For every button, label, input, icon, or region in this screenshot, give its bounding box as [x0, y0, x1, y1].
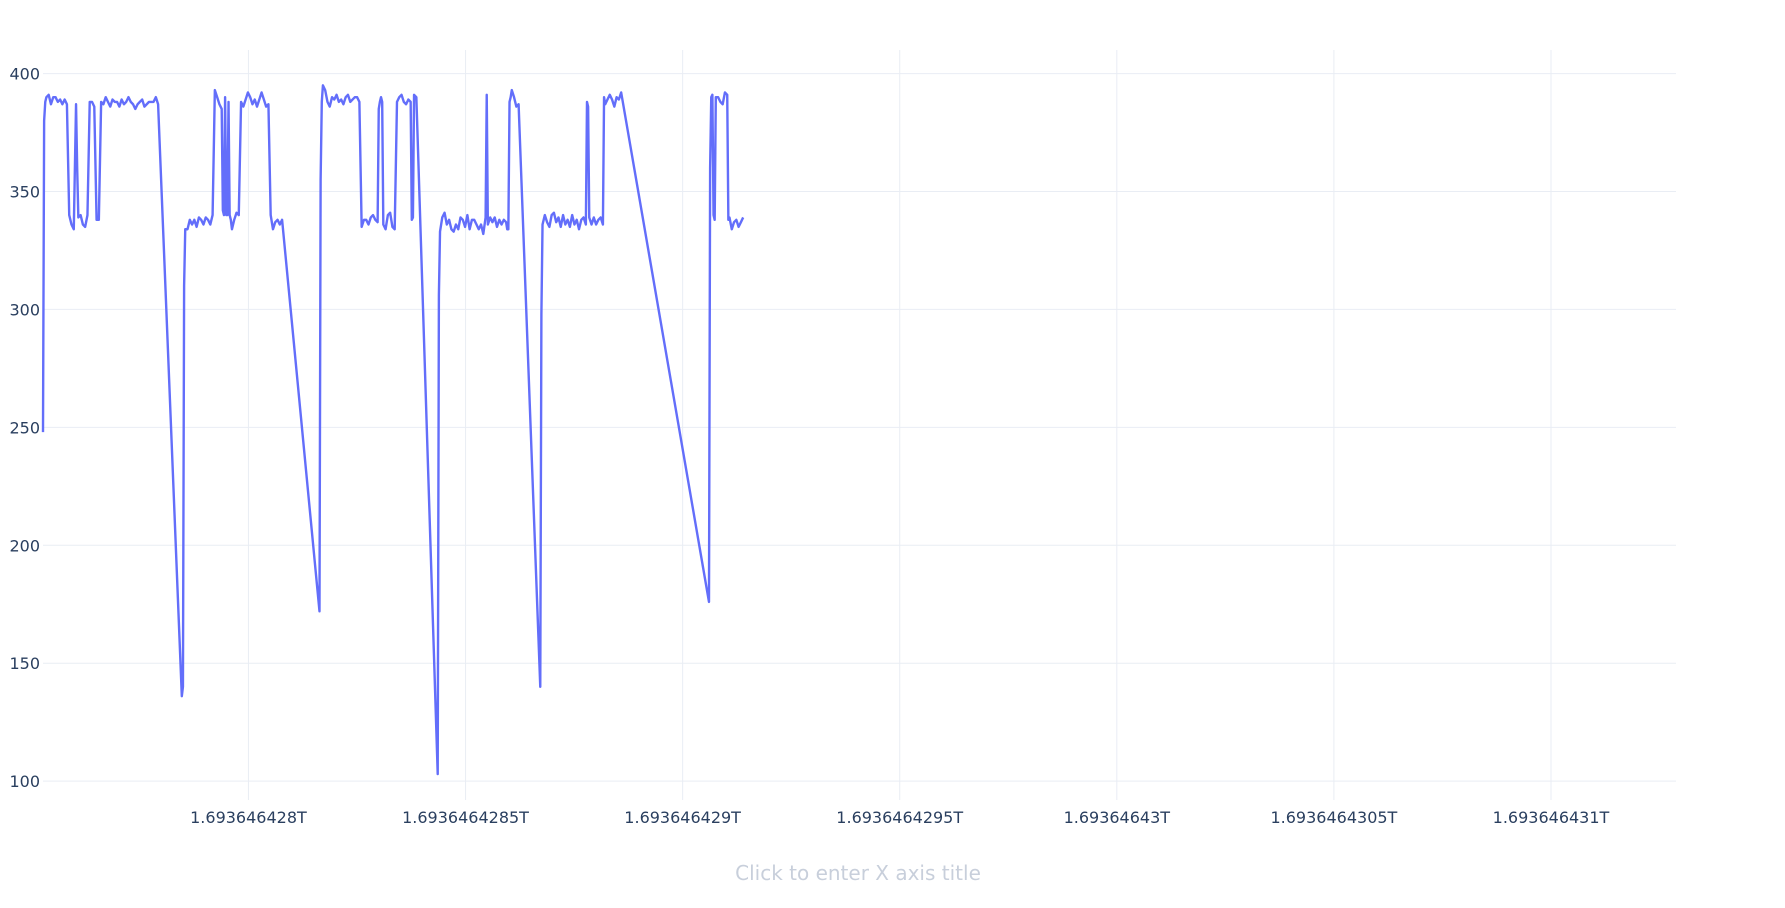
y-tick-label: 100 [9, 772, 40, 791]
y-tick-label: 250 [9, 418, 40, 437]
y-axis-tick-labels: 100 150 200 250 300 350 400 [9, 65, 40, 792]
x-gridlines [247, 50, 1552, 800]
x-axis-tick-labels: 1.693646428T 1.6936464285T 1.693646429T 1.6… [190, 808, 1609, 827]
y-gridlines [43, 73, 1676, 782]
y-tick-label: 150 [9, 654, 40, 673]
x-tick-label: 1.693646431T [1493, 808, 1610, 827]
y-tick-label: 200 [9, 536, 40, 555]
x-tick-label: 1.6936464285T [402, 808, 529, 827]
x-tick-label: 1.693646429T [624, 808, 741, 827]
x-tick-label: 1.6936464295T [836, 808, 963, 827]
y-tick-label: 350 [9, 183, 40, 202]
series-line [41, 84, 745, 776]
y-tick-label: 300 [9, 300, 40, 319]
x-tick-label: 1.69364643T [1064, 808, 1171, 827]
y-tick-label: 400 [9, 65, 40, 84]
x-tick-label: 1.693646428T [190, 808, 307, 827]
x-axis-title-placeholder[interactable]: Click to enter X axis title [735, 861, 981, 885]
x-tick-label: 1.6936464305T [1270, 808, 1397, 827]
